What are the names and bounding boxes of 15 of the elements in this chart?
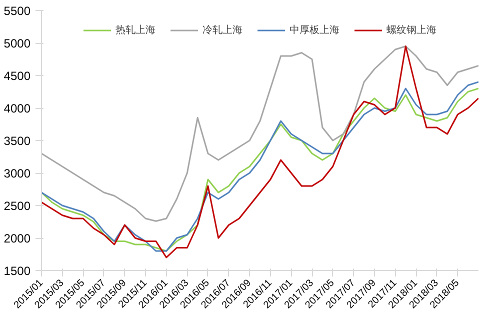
y-tick-label: 5500 — [4, 4, 31, 18]
line-series — [42, 46, 478, 222]
y-tick-label: 4000 — [4, 102, 31, 116]
legend-label: 中厚板上海 — [290, 24, 340, 37]
legend-label: 冷轧上海 — [202, 24, 242, 37]
y-tick-label: 5000 — [4, 36, 31, 50]
y-tick-label: 3000 — [4, 166, 31, 180]
y-tick-label: 2500 — [4, 199, 31, 213]
legend-label: 螺纹钢上海 — [386, 24, 436, 37]
y-tick-label: 3500 — [4, 134, 31, 148]
y-tick-label: 4500 — [4, 69, 31, 83]
y-tick-label: 1500 — [4, 264, 31, 278]
y-tick-label: 2000 — [4, 232, 31, 246]
legend-label: 热轧上海 — [116, 24, 156, 37]
line-series — [42, 46, 478, 258]
